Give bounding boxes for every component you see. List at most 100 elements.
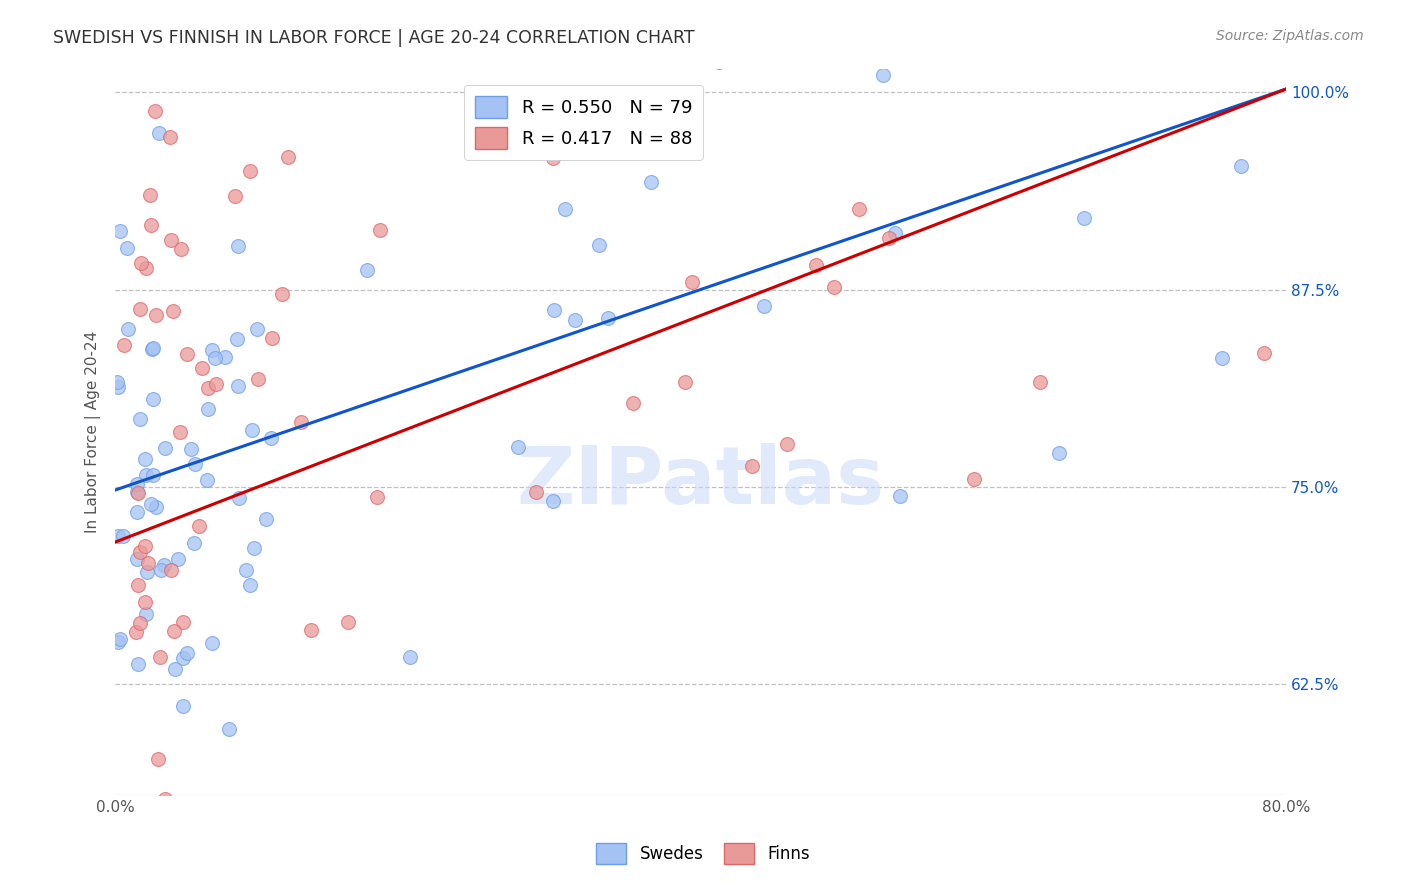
Point xyxy=(135,607,157,622)
Point xyxy=(218,840,240,855)
Point xyxy=(117,322,139,336)
Point xyxy=(884,226,907,240)
Point xyxy=(176,647,198,661)
Point xyxy=(1029,375,1052,389)
Point xyxy=(155,792,177,806)
Point xyxy=(159,563,181,577)
Point xyxy=(776,437,799,451)
Point xyxy=(271,287,294,301)
Point xyxy=(125,477,148,491)
Point xyxy=(226,378,249,392)
Point xyxy=(107,380,129,394)
Point xyxy=(108,223,131,237)
Point xyxy=(277,151,299,165)
Point xyxy=(541,494,564,508)
Point xyxy=(673,376,696,390)
Point xyxy=(187,518,209,533)
Point xyxy=(112,337,135,351)
Point xyxy=(125,484,148,499)
Point xyxy=(204,351,226,365)
Point xyxy=(108,632,131,647)
Point xyxy=(163,624,186,638)
Point xyxy=(149,563,172,577)
Point xyxy=(107,529,129,543)
Point xyxy=(153,558,176,572)
Point xyxy=(148,752,170,766)
Point xyxy=(399,650,422,665)
Point xyxy=(741,458,763,473)
Point xyxy=(134,539,156,553)
Point xyxy=(112,529,135,543)
Point xyxy=(149,650,172,665)
Point xyxy=(1073,211,1095,226)
Point xyxy=(246,322,269,336)
Legend: R = 0.550   N = 79, R = 0.417   N = 88: R = 0.550 N = 79, R = 0.417 N = 88 xyxy=(464,85,703,160)
Point xyxy=(260,431,283,445)
Point xyxy=(129,256,152,270)
Point xyxy=(877,231,900,245)
Point xyxy=(226,238,249,252)
Point xyxy=(107,635,129,649)
Point xyxy=(221,830,243,845)
Point xyxy=(848,202,870,217)
Point xyxy=(963,472,986,486)
Point xyxy=(200,842,222,856)
Point xyxy=(366,491,388,505)
Point xyxy=(564,313,586,327)
Point xyxy=(134,595,156,609)
Point xyxy=(554,202,576,216)
Point xyxy=(897,0,920,5)
Text: Source: ZipAtlas.com: Source: ZipAtlas.com xyxy=(1216,29,1364,44)
Point xyxy=(197,381,219,395)
Point xyxy=(197,401,219,416)
Point xyxy=(239,578,262,592)
Point xyxy=(243,541,266,555)
Point xyxy=(143,103,166,118)
Point xyxy=(128,301,150,316)
Point xyxy=(180,442,202,457)
Point xyxy=(254,512,277,526)
Point xyxy=(508,440,530,454)
Point xyxy=(183,536,205,550)
Point xyxy=(159,129,181,144)
Point xyxy=(142,392,165,406)
Point xyxy=(128,412,150,426)
Point xyxy=(224,189,246,203)
Text: ZIPatlas: ZIPatlas xyxy=(516,443,884,522)
Point xyxy=(1253,345,1275,359)
Point xyxy=(205,376,228,391)
Legend: Swedes, Finns: Swedes, Finns xyxy=(589,837,817,871)
Point xyxy=(127,552,149,566)
Point xyxy=(136,556,159,570)
Point xyxy=(134,452,156,467)
Text: SWEDISH VS FINNISH IN LABOR FORCE | AGE 20-24 CORRELATION CHART: SWEDISH VS FINNISH IN LABOR FORCE | AGE … xyxy=(53,29,695,47)
Point xyxy=(184,458,207,472)
Point xyxy=(201,343,224,358)
Point xyxy=(260,331,283,345)
Point xyxy=(889,489,911,503)
Point xyxy=(142,468,165,483)
Point xyxy=(142,341,165,355)
Point xyxy=(240,423,263,437)
Point xyxy=(299,623,322,637)
Point xyxy=(145,309,167,323)
Point xyxy=(128,616,150,631)
Point xyxy=(681,275,703,289)
Point xyxy=(148,127,170,141)
Point xyxy=(336,615,359,630)
Point xyxy=(218,722,240,736)
Point xyxy=(1374,221,1396,235)
Point xyxy=(621,396,644,410)
Point xyxy=(165,661,187,675)
Point xyxy=(160,233,183,247)
Point xyxy=(214,350,236,364)
Point xyxy=(127,657,149,672)
Point xyxy=(136,859,159,873)
Point xyxy=(201,636,224,650)
Point xyxy=(135,261,157,276)
Point xyxy=(127,577,149,591)
Point xyxy=(141,343,163,357)
Point xyxy=(1230,159,1253,173)
Point xyxy=(191,360,214,375)
Point xyxy=(153,441,176,455)
